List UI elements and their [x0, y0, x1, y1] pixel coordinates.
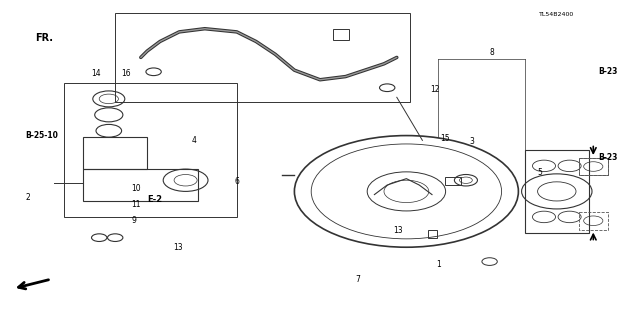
- Bar: [428, 230, 437, 238]
- Text: 12: 12: [430, 85, 440, 94]
- Text: 4: 4: [192, 136, 197, 145]
- Text: B-25-10: B-25-10: [26, 131, 58, 140]
- Bar: [64, 83, 237, 217]
- Bar: [333, 29, 349, 40]
- Bar: [579, 158, 608, 175]
- Text: B-23: B-23: [598, 67, 618, 76]
- Text: 9: 9: [131, 216, 136, 225]
- Text: B-23: B-23: [598, 153, 618, 162]
- Text: 14: 14: [91, 69, 101, 78]
- Text: 16: 16: [122, 69, 131, 78]
- Text: 3: 3: [469, 137, 474, 146]
- Bar: [525, 150, 589, 233]
- Text: 13: 13: [173, 243, 182, 252]
- Text: E-2: E-2: [147, 195, 163, 204]
- Text: FR.: FR.: [35, 33, 53, 43]
- Text: 6: 6: [234, 177, 239, 186]
- Text: 8: 8: [489, 48, 494, 57]
- Bar: [83, 169, 198, 201]
- Text: 11: 11: [131, 200, 141, 209]
- Text: 10: 10: [131, 184, 141, 193]
- Bar: [445, 177, 461, 185]
- Text: 7: 7: [355, 275, 360, 284]
- Bar: [115, 13, 410, 102]
- Text: TL54B2400: TL54B2400: [539, 12, 575, 17]
- Text: 5: 5: [538, 168, 543, 177]
- Bar: [579, 212, 608, 230]
- Bar: [83, 137, 147, 169]
- Text: 2: 2: [26, 193, 30, 202]
- Text: 13: 13: [394, 226, 403, 235]
- Bar: [579, 158, 608, 175]
- Text: 1: 1: [436, 260, 441, 269]
- Text: 15: 15: [440, 134, 450, 143]
